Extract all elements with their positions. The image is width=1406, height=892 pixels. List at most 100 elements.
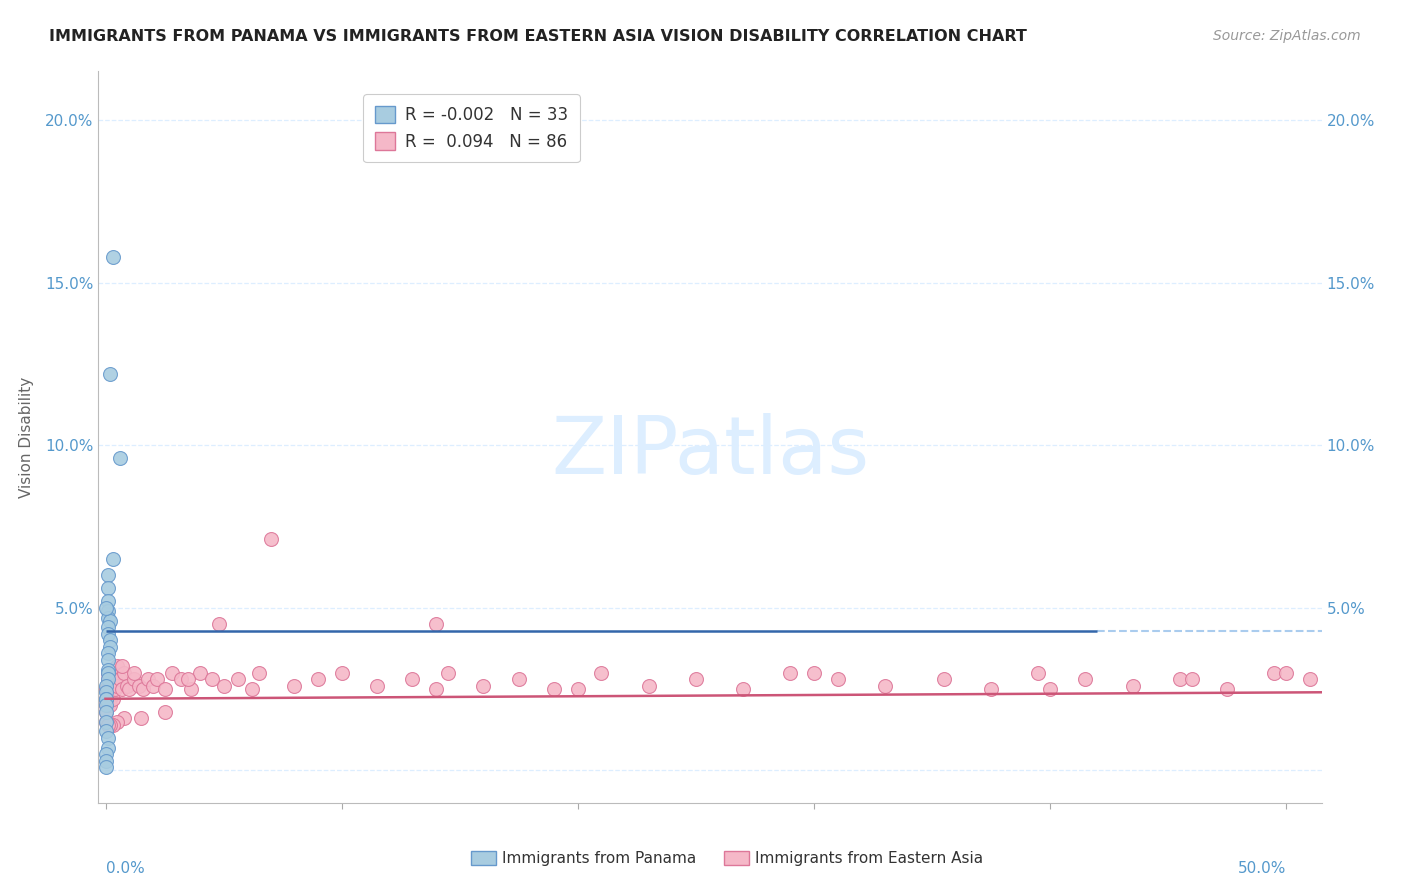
Point — [153, 705, 176, 719]
Point — [97, 620, 120, 634]
Point — [94, 679, 117, 693]
Text: Source: ZipAtlas.com: Source: ZipAtlas.com — [1213, 29, 1361, 43]
Point — [122, 665, 145, 680]
Point — [1026, 665, 1049, 680]
Point — [97, 673, 120, 687]
Point — [94, 691, 117, 706]
Point — [160, 665, 183, 680]
Point — [803, 665, 825, 680]
Point — [98, 367, 121, 381]
Point — [104, 673, 127, 687]
Point — [827, 673, 849, 687]
Point — [98, 691, 121, 706]
Point — [129, 711, 152, 725]
Point — [94, 685, 117, 699]
Point — [98, 633, 121, 648]
Point — [142, 679, 165, 693]
Text: IMMIGRANTS FROM PANAMA VS IMMIGRANTS FROM EASTERN ASIA VISION DISABILITY CORRELA: IMMIGRANTS FROM PANAMA VS IMMIGRANTS FRO… — [49, 29, 1028, 44]
Point — [1299, 673, 1322, 687]
Point — [97, 718, 120, 732]
Point — [97, 663, 120, 677]
Point — [425, 617, 447, 632]
Text: 0.0%: 0.0% — [105, 862, 145, 876]
Text: Immigrants from Panama: Immigrants from Panama — [502, 851, 696, 865]
Point — [98, 614, 121, 628]
Point — [1275, 665, 1298, 680]
Point — [98, 698, 121, 713]
Point — [94, 747, 117, 761]
Point — [1039, 681, 1062, 696]
Point — [94, 705, 117, 719]
Point — [980, 681, 1002, 696]
Point — [591, 665, 613, 680]
Point — [240, 681, 263, 696]
Point — [153, 681, 176, 696]
Point — [401, 673, 423, 687]
Point — [97, 740, 120, 755]
Point — [94, 681, 117, 696]
Point — [105, 659, 128, 673]
Point — [115, 679, 138, 693]
Text: Immigrants from Eastern Asia: Immigrants from Eastern Asia — [755, 851, 983, 865]
Point — [1122, 679, 1144, 693]
Point — [136, 673, 159, 687]
Point — [97, 731, 120, 745]
Point — [366, 679, 388, 693]
Point — [472, 679, 495, 693]
Point — [112, 711, 135, 725]
Point — [94, 724, 117, 739]
Point — [97, 691, 120, 706]
Point — [425, 681, 447, 696]
Point — [97, 594, 120, 608]
Point — [105, 714, 128, 729]
Point — [543, 681, 565, 696]
Point — [101, 679, 124, 693]
Point — [98, 673, 121, 687]
Point — [260, 533, 283, 547]
Point — [132, 681, 155, 696]
Point — [105, 679, 128, 693]
Point — [94, 698, 117, 713]
Point — [330, 665, 353, 680]
Point — [779, 665, 801, 680]
Point — [685, 673, 707, 687]
Point — [283, 679, 305, 693]
Point — [101, 665, 124, 680]
Point — [101, 691, 124, 706]
Point — [437, 665, 460, 680]
Point — [108, 673, 131, 687]
Point — [508, 673, 530, 687]
Point — [97, 681, 120, 696]
Point — [1168, 673, 1191, 687]
Point — [932, 673, 955, 687]
Point — [1181, 673, 1204, 687]
Point — [201, 673, 224, 687]
Text: 50.0%: 50.0% — [1237, 862, 1286, 876]
Point — [873, 679, 896, 693]
Point — [94, 698, 117, 713]
Point — [97, 646, 120, 660]
Point — [97, 604, 120, 618]
Point — [97, 698, 120, 713]
Point — [208, 617, 231, 632]
Legend: R = -0.002   N = 33, R =  0.094   N = 86: R = -0.002 N = 33, R = 0.094 N = 86 — [363, 95, 579, 162]
Point — [146, 673, 169, 687]
Point — [212, 679, 235, 693]
Point — [101, 552, 124, 566]
Point — [111, 681, 134, 696]
Point — [94, 600, 117, 615]
Point — [1216, 681, 1239, 696]
Point — [97, 568, 120, 582]
Point — [101, 718, 124, 732]
Point — [97, 626, 120, 640]
Point — [188, 665, 211, 680]
Point — [94, 705, 117, 719]
Point — [97, 665, 120, 680]
Point — [94, 714, 117, 729]
Point — [733, 681, 755, 696]
Point — [94, 754, 117, 768]
Point — [226, 673, 249, 687]
Point — [98, 718, 121, 732]
Point — [94, 760, 117, 774]
Point — [177, 673, 200, 687]
